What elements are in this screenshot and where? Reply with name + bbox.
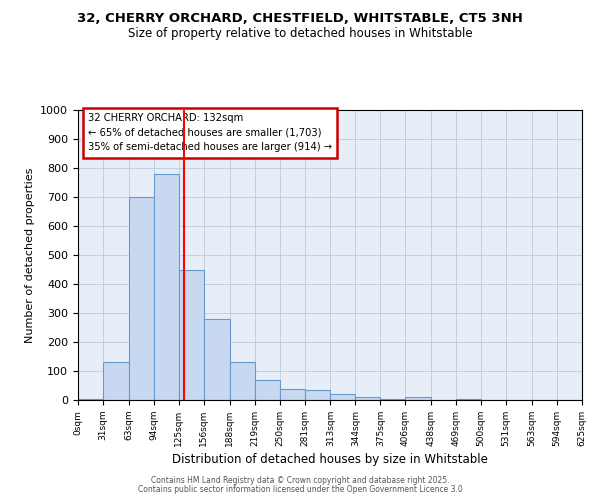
Text: Contains HM Land Registry data © Crown copyright and database right 2025.: Contains HM Land Registry data © Crown c… — [151, 476, 449, 485]
Bar — [78, 398, 103, 400]
Bar — [355, 397, 380, 400]
Y-axis label: Number of detached properties: Number of detached properties — [25, 168, 35, 342]
Bar — [204, 319, 230, 400]
Text: Contains public sector information licensed under the Open Government Licence 3.: Contains public sector information licen… — [137, 485, 463, 494]
Bar — [280, 389, 305, 400]
Text: 32, CHERRY ORCHARD, CHESTFIELD, WHITSTABLE, CT5 3NH: 32, CHERRY ORCHARD, CHESTFIELD, WHITSTAB… — [77, 12, 523, 26]
Bar — [331, 394, 355, 400]
Bar — [154, 174, 179, 400]
Text: Size of property relative to detached houses in Whitstable: Size of property relative to detached ho… — [128, 28, 472, 40]
Bar — [179, 270, 204, 400]
Bar — [129, 197, 154, 400]
Bar — [254, 380, 280, 400]
Bar — [230, 362, 254, 400]
X-axis label: Distribution of detached houses by size in Whitstable: Distribution of detached houses by size … — [172, 453, 488, 466]
Bar — [305, 390, 331, 400]
Bar — [380, 398, 406, 400]
Bar — [406, 396, 431, 400]
Bar — [103, 362, 129, 400]
Bar — [456, 398, 481, 400]
Text: 32 CHERRY ORCHARD: 132sqm
← 65% of detached houses are smaller (1,703)
35% of se: 32 CHERRY ORCHARD: 132sqm ← 65% of detac… — [88, 113, 332, 152]
